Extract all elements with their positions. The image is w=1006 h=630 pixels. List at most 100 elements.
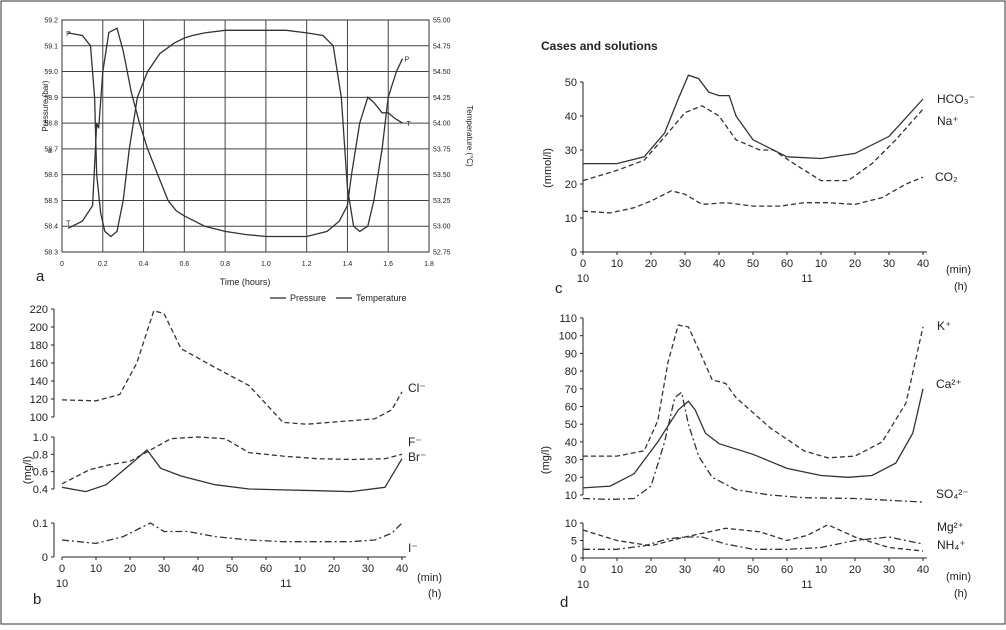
panel-a-xtick-label: 1.6 xyxy=(383,261,393,268)
panel-a-stray-label: a xyxy=(48,148,52,155)
panel-b-top-ytick-label: 220 xyxy=(30,304,48,316)
temperature-start-label: T xyxy=(66,220,71,227)
panel-d-series-label-2: SO₄²⁻ xyxy=(936,487,969,501)
panel-d-series-label-1: Ca²⁺ xyxy=(936,377,962,391)
panel-b-xtick-label: 10 xyxy=(90,563,102,575)
panel-a-ytick-label: 58.9 xyxy=(44,95,58,102)
panel-a-y2tick-label: 53.00 xyxy=(433,224,451,231)
panel-b-top-ytick-label: 200 xyxy=(30,322,48,334)
panel-b-xtick-label: 20 xyxy=(124,563,136,575)
panel-a-ytick-label: 58.5 xyxy=(44,198,58,205)
pressure-start-label: P xyxy=(66,31,71,38)
panel-a-xtick-label: 0.6 xyxy=(179,261,189,268)
pressure-end-label: P xyxy=(404,57,409,64)
panel-c-hour-label-11: 11 xyxy=(801,273,812,285)
panel-a-y2tick-label: 55.00 xyxy=(433,18,451,25)
panel-b-hour-label-10: 10 xyxy=(56,578,68,590)
panel-d-top-ytick-label: 50 xyxy=(565,419,577,431)
panel-b-xtick-label: 40 xyxy=(396,563,408,575)
panel-d-xlabel-h: (h) xyxy=(954,588,967,600)
panel-d-bottom-ytick-label: 0 xyxy=(571,553,577,565)
panel-a-xtick-label: 1.0 xyxy=(261,261,271,268)
panel-d-bottom-ytick-label: 5 xyxy=(571,536,577,548)
panel-c-xtick-label: 60 xyxy=(781,258,793,270)
panel-b-series-label-0: Cl⁻ xyxy=(408,381,426,395)
panel-b-xtick-label: 50 xyxy=(226,563,238,575)
panel-d-top-ytick-label: 80 xyxy=(565,366,577,378)
panel-d-top-ytick-label: 90 xyxy=(565,348,577,360)
panel-a-xtick-label: 0 xyxy=(60,261,64,268)
panel-d-xtick-label: 40 xyxy=(917,564,929,576)
panel-b-xtick-label: 30 xyxy=(158,563,170,575)
panel-a-y2tick-label: 53.75 xyxy=(433,146,451,153)
panel-a-xtick-label: 1.2 xyxy=(302,261,312,268)
panel-c-xtick-label: 40 xyxy=(713,258,725,270)
temperature-end-label: T xyxy=(406,121,411,128)
legend-temperature-label: Temperature xyxy=(356,293,407,303)
panel-c: Cases and solutions (mmol/l) 0 10 20 30 40 50… xyxy=(541,39,975,297)
panel-a-ytick-label: 59.2 xyxy=(44,18,58,25)
panel-a-y2label: Temperature (°C) xyxy=(465,105,474,167)
panel-d-xlabel-min: (min) xyxy=(946,571,971,583)
panel-a-xtick-label: 0.4 xyxy=(139,261,149,268)
panel-c-hour-label-10: 10 xyxy=(577,273,589,285)
panel-a-y2tick-label: 54.25 xyxy=(433,95,451,102)
panel-d-xtick-label: 10 xyxy=(611,564,623,576)
panel-b-mid-ytick-label: 0.8 xyxy=(33,449,48,461)
panel-letter-b: b xyxy=(33,591,41,608)
panel-b-xtick-label: 40 xyxy=(192,563,204,575)
panel-c-series: HCO₃⁻ Na⁺ CO₂ xyxy=(582,74,975,214)
panel-a-xtick-label: 0.2 xyxy=(98,261,108,268)
panel-d-top-ytick-label: 30 xyxy=(565,455,577,467)
panel-b-xtick-label: 60 xyxy=(260,563,272,575)
panel-d-xtick-label: 50 xyxy=(747,564,759,576)
panel-d-top-ytick-label: 60 xyxy=(565,402,577,414)
panel-d-hour-label-10: 10 xyxy=(577,579,589,591)
panel-b-series: Cl⁻ F⁻Br⁻ I⁻ xyxy=(61,310,426,555)
panel-a-y2tick-label: 54.50 xyxy=(433,69,451,76)
panel-d-series: K⁺ Ca²⁺ SO₄²⁻ Mg²⁺ NH₄⁺ xyxy=(582,319,969,552)
panel-b-top-ytick-label: 180 xyxy=(30,340,48,352)
panel-b-bottom-ytick-label: 0.1 xyxy=(33,518,48,530)
panel-c-ytick-label: 40 xyxy=(565,111,577,123)
panel-a-ytick-label: 59.1 xyxy=(44,43,58,50)
panel-c-series-label-0: HCO₃⁻ xyxy=(937,92,975,106)
panel-b-ylabel: (mg/l) xyxy=(22,456,34,484)
panel-b-xtick-label: 30 xyxy=(362,563,374,575)
panel-d-series-label-0: K⁺ xyxy=(937,319,951,333)
panel-d-top-ytick-label: 40 xyxy=(565,437,577,449)
panel-d-top-ytick-label: 10 xyxy=(565,490,577,502)
panel-a-xtick-label: 1.8 xyxy=(424,261,434,268)
panel-d-series-label-3: Mg²⁺ xyxy=(937,520,964,534)
panel-b-xlabel-min: (min) xyxy=(417,572,442,584)
panel-d-series-0 xyxy=(583,324,924,459)
panel-b-top-ytick-label: 120 xyxy=(30,394,48,406)
panel-a-xtick-label: 0.8 xyxy=(220,261,230,268)
panel-b-mid-ytick-label: 0.6 xyxy=(33,467,48,479)
panel-b-bottom-ytick-label: 0 xyxy=(42,552,48,564)
panel-a-ylabel: Pressure (bar) xyxy=(41,80,50,131)
panel-d-xtick-label: 20 xyxy=(849,564,861,576)
temperature-line xyxy=(67,27,403,238)
panel-d-ylabel: (mg/l) xyxy=(540,446,552,474)
panel-b-xtick-label: 20 xyxy=(328,563,340,575)
panel-d-xtick-label: 30 xyxy=(679,564,691,576)
panel-d-top-ytick-label: 70 xyxy=(565,384,577,396)
panel-b-series-0 xyxy=(61,310,403,425)
panel-d-top-ytick-label: 110 xyxy=(559,313,577,325)
panel-a-y2tick-label: 53.50 xyxy=(433,172,451,179)
panel-a: 0 0.2 0.4 0.6 0.8 1.0 1.2 1.4 1.6 1.8 58.358.458.… xyxy=(36,18,474,304)
panel-c-ytick-label: 50 xyxy=(565,77,577,89)
panel-b-xtick-label: 10 xyxy=(294,563,306,575)
panel-letter-c: c xyxy=(555,280,563,297)
panel-b-series-label-1: F⁻ xyxy=(408,435,422,449)
panel-b-series-label-2: Br⁻ xyxy=(408,450,426,464)
panel-d-xtick-label: 20 xyxy=(645,564,657,576)
panel-a-ytick-label: 58.7 xyxy=(44,146,58,153)
panel-c-xtick-label: 30 xyxy=(679,258,691,270)
